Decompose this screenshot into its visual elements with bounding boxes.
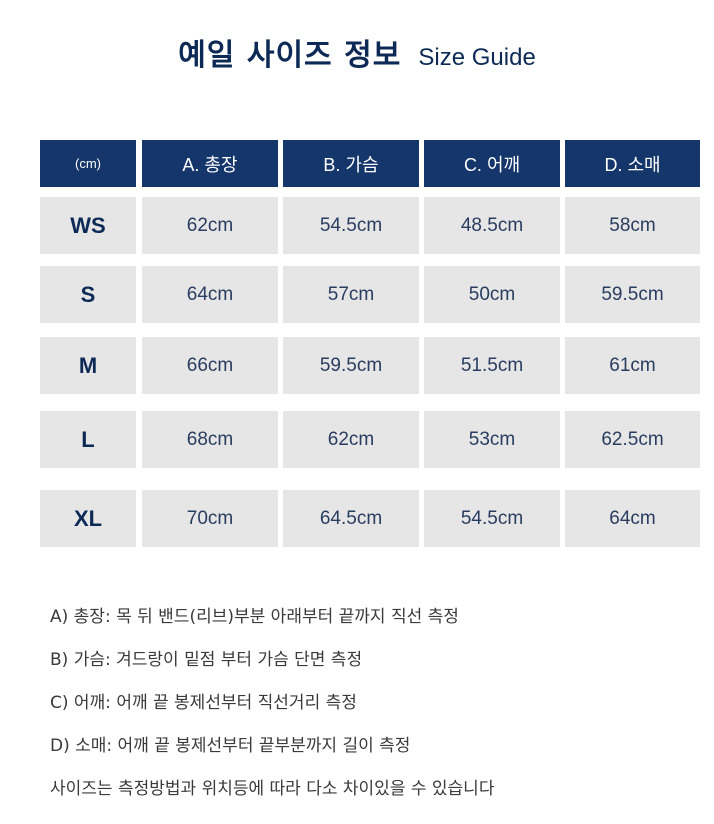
table-cell: 59.5cm bbox=[283, 337, 419, 394]
header-sleeve: D. 소매 bbox=[565, 140, 700, 187]
table-cell: 64.5cm bbox=[283, 490, 419, 547]
table-cell: 64cm bbox=[565, 490, 700, 547]
table-cell: 54.5cm bbox=[283, 197, 419, 254]
note-sleeve: D) 소매: 어깨 끝 봉제선부터 끝부분까지 길이 측정 bbox=[50, 736, 411, 756]
unit-header: (cm) bbox=[40, 140, 136, 187]
header-label: C. 어깨 bbox=[463, 154, 521, 175]
size-label-l: L bbox=[40, 411, 136, 468]
size-label-xl: XL bbox=[40, 490, 136, 547]
table-cell: 62cm bbox=[142, 197, 278, 254]
header-chest: B. 가슴 bbox=[283, 140, 419, 187]
size-label-s: S bbox=[40, 266, 136, 323]
note-shoulder: C) 어깨: 어깨 끝 봉제선부터 직선거리 측정 bbox=[50, 693, 357, 713]
table-cell: 62.5cm bbox=[565, 411, 700, 468]
table-cell: 62cm bbox=[283, 411, 419, 468]
table-cell: 70cm bbox=[142, 490, 278, 547]
table-cell: 61cm bbox=[565, 337, 700, 394]
unit-label: (cm) bbox=[75, 156, 101, 171]
note-length: A) 총장: 목 뒤 밴드(리브)부분 아래부터 끝까지 직선 측정 bbox=[50, 607, 459, 627]
table-cell: 57cm bbox=[283, 266, 419, 323]
page-title: 예일 사이즈 정보 Size Guide bbox=[0, 30, 714, 74]
table-cell: 66cm bbox=[142, 337, 278, 394]
table-cell: 64cm bbox=[142, 266, 278, 323]
table-cell: 59.5cm bbox=[565, 266, 700, 323]
header-shoulder: C. 어깨 bbox=[424, 140, 560, 187]
measurement-notes: A) 총장: 목 뒤 밴드(리브)부분 아래부터 끝까지 직선 측정 B) 가슴… bbox=[50, 602, 494, 817]
header-length: A. 총장 bbox=[142, 140, 278, 187]
header-label: D. 소매 bbox=[604, 154, 661, 175]
table-cell: 48.5cm bbox=[424, 197, 560, 254]
title-english: Size Guide bbox=[418, 44, 536, 71]
header-label: A. 총장 bbox=[182, 154, 238, 175]
table-cell: 51.5cm bbox=[424, 337, 560, 394]
table-cell: 58cm bbox=[565, 197, 700, 254]
size-label-m: M bbox=[40, 337, 136, 394]
size-label-ws: WS bbox=[40, 197, 136, 254]
title-korean: 예일 사이즈 정보 bbox=[178, 38, 402, 73]
note-chest: B) 가슴: 겨드랑이 밑점 부터 가슴 단면 측정 bbox=[50, 650, 363, 670]
header-label: B. 가슴 bbox=[323, 154, 379, 175]
table-cell: 53cm bbox=[424, 411, 560, 468]
note-disclaimer: 사이즈는 측정방법과 위치등에 따라 다소 차이있을 수 있습니다 bbox=[50, 779, 495, 799]
table-cell: 68cm bbox=[142, 411, 278, 468]
table-cell: 54.5cm bbox=[424, 490, 560, 547]
table-cell: 50cm bbox=[424, 266, 560, 323]
